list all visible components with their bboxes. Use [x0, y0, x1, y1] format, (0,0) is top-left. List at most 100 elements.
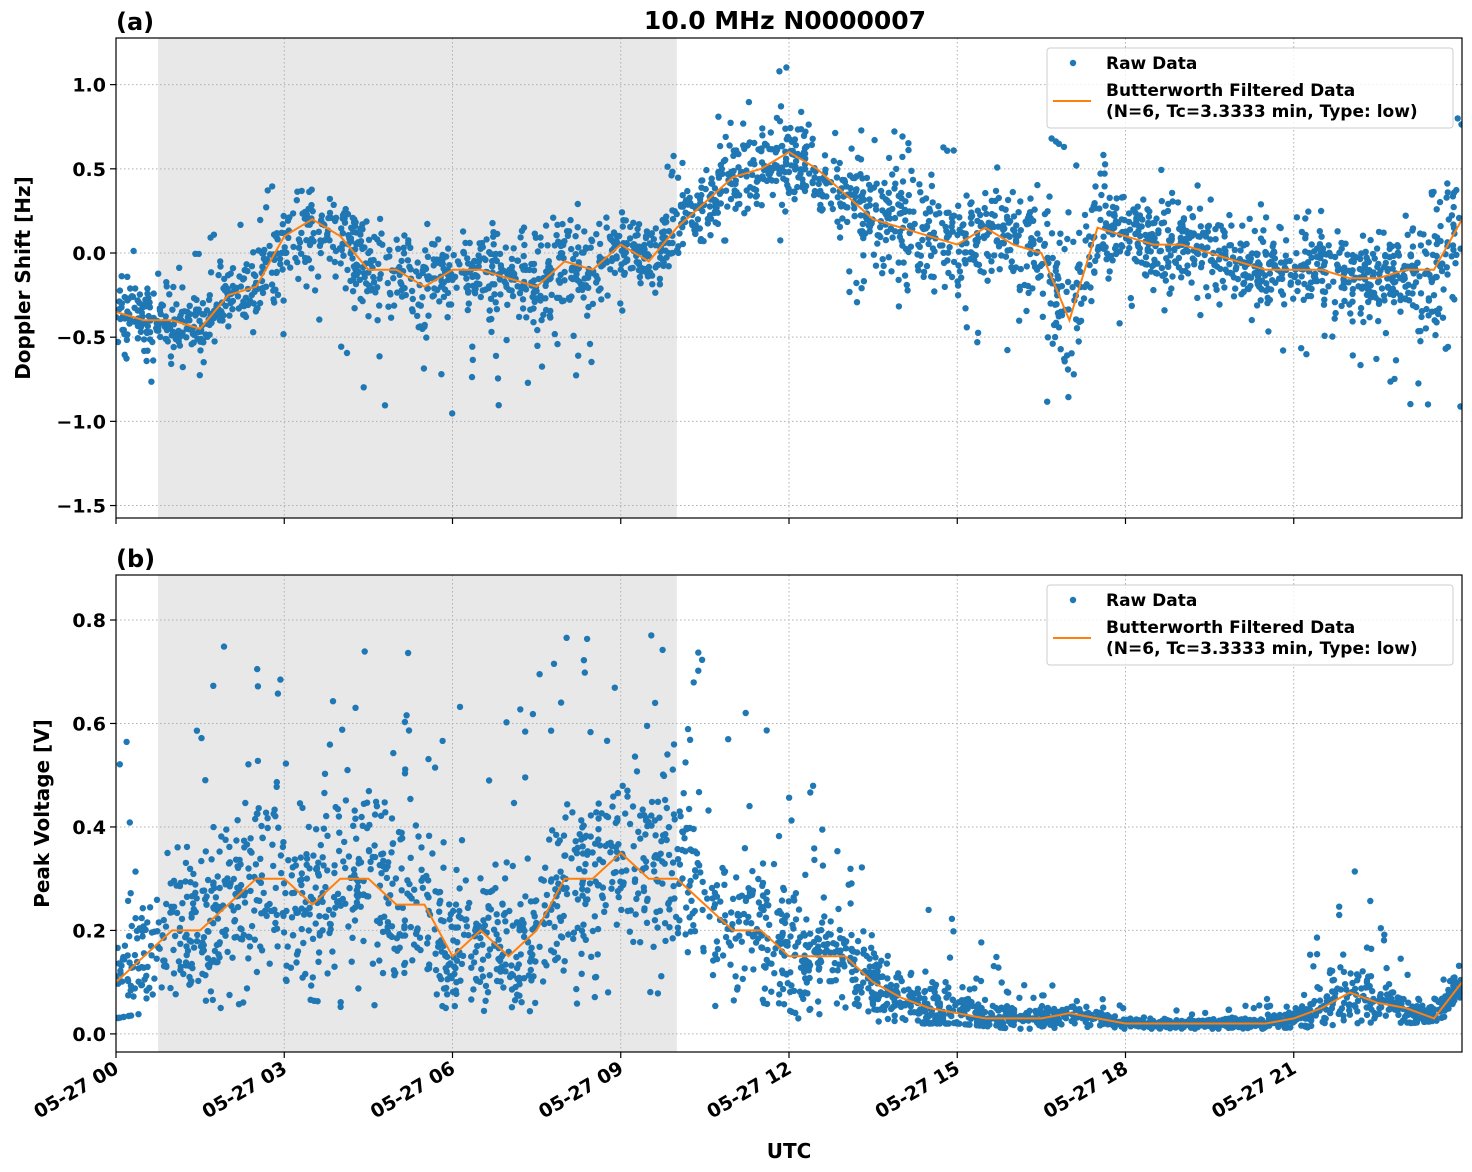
- raw-data-point: [1376, 1005, 1383, 1012]
- raw-data-point: [1277, 259, 1285, 266]
- raw-data-point: [1452, 260, 1459, 267]
- raw-data-point: [464, 306, 471, 314]
- raw-data-point: [276, 255, 284, 262]
- raw-data-point: [778, 143, 785, 150]
- raw-data-point: [1184, 270, 1192, 277]
- raw-data-point: [1019, 1017, 1027, 1025]
- raw-data-point: [998, 205, 1006, 212]
- raw-data-point: [949, 228, 956, 235]
- raw-data-point: [651, 868, 658, 875]
- raw-data-point: [540, 311, 547, 318]
- raw-data-point: [714, 945, 722, 953]
- raw-data-point: [866, 196, 873, 203]
- raw-data-point: [836, 926, 844, 934]
- raw-data-point: [327, 921, 334, 928]
- raw-data-point: [526, 1008, 534, 1015]
- raw-data-point: [753, 192, 760, 199]
- raw-data-point: [1100, 233, 1107, 240]
- raw-data-point: [234, 864, 242, 871]
- raw-data-point: [1265, 328, 1272, 335]
- raw-data-point: [738, 938, 745, 945]
- raw-data-point: [622, 249, 629, 256]
- raw-data-point: [130, 247, 137, 255]
- raw-data-point: [975, 261, 983, 268]
- raw-data-point: [379, 969, 387, 977]
- raw-data-point: [776, 68, 783, 75]
- raw-data-point: [1064, 366, 1072, 373]
- raw-data-point: [1258, 269, 1266, 277]
- raw-data-point: [388, 849, 395, 856]
- raw-data-point: [885, 254, 892, 261]
- raw-data-point: [1039, 313, 1047, 320]
- raw-data-point: [870, 184, 878, 191]
- raw-data-point: [902, 198, 909, 205]
- raw-data-point: [553, 831, 560, 839]
- raw-data-point: [1440, 286, 1447, 293]
- raw-data-point: [186, 302, 193, 309]
- raw-data-point: [1169, 273, 1176, 280]
- raw-data-point: [609, 878, 616, 886]
- raw-data-point: [277, 260, 284, 268]
- raw-data-point: [371, 233, 378, 241]
- raw-data-point: [899, 133, 906, 140]
- raw-data-point: [315, 949, 323, 956]
- raw-data-point: [1317, 207, 1325, 215]
- raw-data-point: [581, 868, 588, 875]
- raw-data-point: [1438, 995, 1446, 1002]
- raw-data-point: [866, 223, 874, 230]
- raw-data-point: [1445, 216, 1453, 223]
- raw-data-point: [243, 261, 250, 268]
- raw-data-point: [1046, 1016, 1054, 1024]
- raw-data-point: [560, 912, 567, 920]
- raw-data-point: [1257, 235, 1265, 242]
- raw-data-point: [622, 810, 629, 817]
- raw-data-point: [1054, 310, 1062, 317]
- raw-data-point: [974, 339, 981, 346]
- raw-data-point: [754, 176, 762, 184]
- raw-data-point: [540, 877, 547, 884]
- raw-data-point: [1172, 259, 1180, 267]
- raw-data-point: [996, 266, 1003, 273]
- raw-data-point: [274, 291, 282, 298]
- raw-data-point: [663, 836, 670, 844]
- raw-data-point: [554, 221, 561, 228]
- raw-data-point: [223, 826, 230, 833]
- raw-data-point: [1010, 213, 1018, 220]
- raw-data-point: [635, 221, 643, 228]
- raw-data-point: [153, 896, 161, 903]
- raw-data-point: [750, 185, 757, 192]
- raw-data-point: [374, 317, 381, 324]
- raw-data-point: [121, 331, 128, 338]
- raw-data-point: [669, 249, 676, 257]
- raw-data-point: [1174, 199, 1182, 206]
- raw-data-point: [679, 192, 686, 199]
- raw-data-point: [558, 298, 566, 305]
- raw-data-point: [342, 864, 349, 872]
- raw-data-point: [760, 963, 768, 970]
- raw-data-point: [974, 329, 982, 336]
- raw-data-point: [480, 917, 487, 924]
- raw-data-point: [1323, 251, 1330, 258]
- raw-data-point: [949, 996, 956, 1003]
- raw-data-point: [794, 126, 802, 133]
- raw-data-point: [963, 240, 970, 247]
- raw-data-point: [573, 1000, 581, 1007]
- raw-data-point: [425, 832, 433, 839]
- raw-data-point: [907, 243, 915, 250]
- raw-data-point: [338, 246, 345, 253]
- raw-data-point: [782, 208, 789, 215]
- raw-data-point: [176, 342, 184, 349]
- raw-data-point: [908, 969, 915, 977]
- raw-data-point: [1338, 302, 1345, 310]
- raw-data-point: [1277, 288, 1285, 295]
- raw-data-point: [465, 300, 472, 307]
- raw-data-point: [509, 292, 517, 300]
- raw-data-point: [619, 223, 626, 230]
- raw-data-point: [778, 201, 786, 208]
- raw-data-point: [959, 229, 967, 237]
- raw-data-point: [407, 795, 414, 803]
- raw-data-point: [339, 241, 346, 248]
- raw-data-point: [491, 291, 498, 298]
- raw-data-point: [557, 699, 565, 706]
- raw-data-point: [298, 876, 305, 883]
